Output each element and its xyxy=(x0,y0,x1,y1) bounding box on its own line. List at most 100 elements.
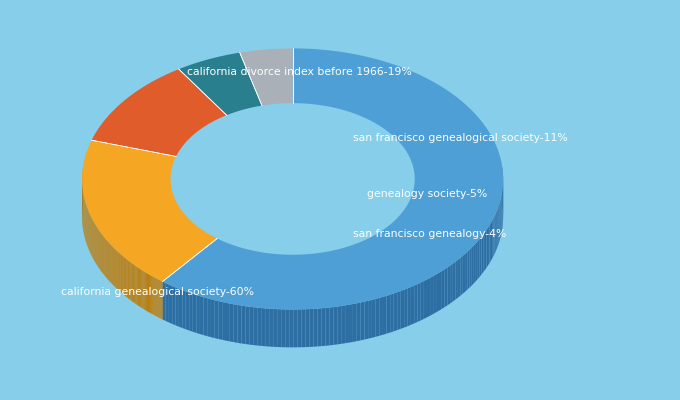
Polygon shape xyxy=(175,288,179,327)
Polygon shape xyxy=(297,309,301,347)
Polygon shape xyxy=(483,232,485,272)
Polygon shape xyxy=(137,267,138,306)
Polygon shape xyxy=(485,230,486,270)
Polygon shape xyxy=(460,256,463,296)
Polygon shape xyxy=(326,308,329,346)
Polygon shape xyxy=(118,252,119,291)
Polygon shape xyxy=(215,300,218,339)
Polygon shape xyxy=(488,225,490,265)
Polygon shape xyxy=(161,281,163,320)
Polygon shape xyxy=(421,281,424,320)
Text: san francisco genealogical society-11%: san francisco genealogical society-11% xyxy=(354,133,568,143)
Polygon shape xyxy=(494,213,496,254)
Polygon shape xyxy=(211,299,215,338)
Polygon shape xyxy=(404,288,407,328)
Polygon shape xyxy=(357,302,360,341)
Polygon shape xyxy=(277,309,282,347)
Polygon shape xyxy=(261,308,265,346)
Polygon shape xyxy=(189,293,192,332)
Polygon shape xyxy=(119,253,120,291)
Polygon shape xyxy=(499,201,500,242)
Polygon shape xyxy=(222,302,226,341)
Polygon shape xyxy=(153,276,154,315)
Polygon shape xyxy=(329,307,333,345)
Polygon shape xyxy=(293,310,297,347)
Polygon shape xyxy=(237,305,241,344)
Polygon shape xyxy=(169,284,172,324)
Polygon shape xyxy=(116,250,117,289)
Polygon shape xyxy=(132,264,133,302)
Polygon shape xyxy=(125,258,126,296)
Polygon shape xyxy=(179,53,262,115)
Polygon shape xyxy=(349,304,353,342)
Polygon shape xyxy=(439,271,442,311)
Polygon shape xyxy=(143,271,144,310)
Polygon shape xyxy=(497,208,498,249)
Polygon shape xyxy=(318,308,322,346)
Polygon shape xyxy=(179,289,182,328)
Polygon shape xyxy=(341,305,345,344)
Polygon shape xyxy=(226,303,230,342)
Polygon shape xyxy=(414,284,418,324)
Polygon shape xyxy=(265,308,269,346)
Polygon shape xyxy=(445,268,447,307)
Polygon shape xyxy=(465,252,467,292)
Polygon shape xyxy=(450,264,453,304)
Polygon shape xyxy=(492,218,494,258)
Polygon shape xyxy=(430,276,433,316)
Polygon shape xyxy=(163,48,503,310)
Polygon shape xyxy=(134,265,135,303)
Polygon shape xyxy=(124,257,125,296)
Polygon shape xyxy=(322,308,326,346)
Polygon shape xyxy=(253,307,257,346)
Polygon shape xyxy=(241,306,245,344)
Polygon shape xyxy=(478,239,479,279)
Polygon shape xyxy=(163,282,166,321)
Polygon shape xyxy=(131,263,132,301)
Polygon shape xyxy=(115,249,116,288)
Polygon shape xyxy=(368,300,372,339)
Polygon shape xyxy=(467,250,470,290)
Polygon shape xyxy=(433,274,436,314)
Polygon shape xyxy=(139,268,140,307)
Polygon shape xyxy=(138,268,139,306)
Polygon shape xyxy=(240,48,292,106)
Polygon shape xyxy=(491,220,492,261)
Polygon shape xyxy=(453,262,456,302)
Polygon shape xyxy=(160,280,161,319)
Polygon shape xyxy=(151,276,152,314)
Polygon shape xyxy=(474,243,476,283)
Polygon shape xyxy=(476,241,478,281)
Polygon shape xyxy=(148,274,149,312)
Polygon shape xyxy=(172,286,175,325)
Polygon shape xyxy=(128,260,129,299)
Polygon shape xyxy=(353,303,357,342)
Polygon shape xyxy=(127,260,128,298)
Polygon shape xyxy=(333,306,337,345)
Polygon shape xyxy=(407,287,411,326)
Polygon shape xyxy=(309,309,313,347)
Polygon shape xyxy=(442,269,445,309)
Polygon shape xyxy=(269,309,273,347)
Polygon shape xyxy=(250,307,253,345)
Text: california genealogical society-60%: california genealogical society-60% xyxy=(61,287,254,297)
Polygon shape xyxy=(418,282,421,322)
Polygon shape xyxy=(257,308,261,346)
Polygon shape xyxy=(472,245,474,286)
Polygon shape xyxy=(121,255,122,293)
Polygon shape xyxy=(313,308,318,347)
Polygon shape xyxy=(154,278,156,316)
Polygon shape xyxy=(230,304,234,342)
Polygon shape xyxy=(375,298,379,337)
Polygon shape xyxy=(481,234,483,274)
Text: san francisco genealogy-4%: san francisco genealogy-4% xyxy=(354,229,507,239)
Polygon shape xyxy=(203,297,207,336)
Polygon shape xyxy=(234,304,237,343)
Polygon shape xyxy=(273,309,277,347)
Polygon shape xyxy=(463,254,465,294)
Polygon shape xyxy=(345,305,349,343)
Polygon shape xyxy=(200,296,203,335)
Polygon shape xyxy=(397,291,401,330)
Polygon shape xyxy=(156,278,158,317)
Polygon shape xyxy=(401,290,404,329)
